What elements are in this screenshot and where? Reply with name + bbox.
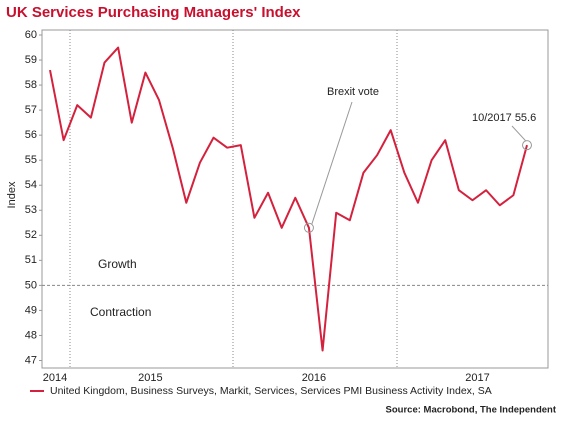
region-label: Growth: [98, 257, 137, 271]
y-tick-label: 54: [25, 179, 37, 191]
annotation-marker: [303, 222, 314, 233]
y-tick-label: 51: [25, 254, 37, 266]
y-tick-label: 56: [25, 129, 37, 141]
annotation-leader: [311, 101, 353, 224]
annotation-label: Brexit vote: [327, 86, 379, 98]
region-label: Contraction: [90, 305, 151, 319]
y-tick-label: 55: [25, 154, 37, 166]
y-tick-label: 57: [25, 104, 37, 116]
plot-frame: [41, 29, 549, 369]
chart-title: UK Services Purchasing Managers' Index: [6, 4, 301, 21]
annotation-label: 10/2017 55.6: [472, 112, 536, 124]
y-tick-label: 58: [25, 79, 37, 91]
annotation-marker: [522, 140, 532, 151]
y-tick-label: 47: [25, 354, 37, 366]
x-tick-label: 2017: [465, 372, 489, 384]
y-tick-label: 52: [25, 229, 37, 241]
y-axis-label: Index: [6, 181, 18, 208]
legend-label: United Kingdom, Business Surveys, Markit…: [50, 385, 492, 397]
y-tick-label: 50: [25, 279, 37, 291]
y-tick-label: 59: [25, 54, 37, 66]
x-tick-label: 2014: [43, 372, 67, 384]
y-tick-label: 48: [25, 329, 37, 341]
y-tick-label: 60: [25, 29, 37, 41]
data-line: [49, 46, 528, 352]
y-tick-label: 49: [25, 304, 37, 316]
source: Source: Macrobond, The Independent: [386, 405, 557, 416]
x-tick-label: 2016: [302, 372, 326, 384]
x-tick-label: 2015: [138, 372, 162, 384]
y-tick-label: 53: [25, 204, 37, 216]
annotation-leader: [511, 125, 527, 142]
